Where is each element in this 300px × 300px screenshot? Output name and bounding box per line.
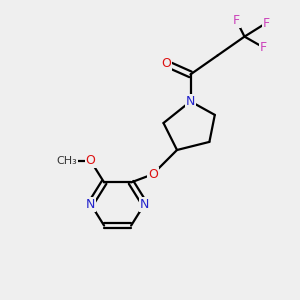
Text: F: F: [233, 14, 240, 27]
Text: CH₃: CH₃: [56, 156, 77, 166]
Text: N: N: [186, 95, 195, 108]
Text: N: N: [140, 197, 149, 211]
Text: F: F: [262, 16, 270, 30]
Text: O: O: [86, 154, 95, 167]
Text: N: N: [86, 197, 95, 211]
Text: O: O: [148, 168, 158, 181]
Text: O: O: [161, 57, 171, 70]
Text: F: F: [260, 41, 267, 54]
